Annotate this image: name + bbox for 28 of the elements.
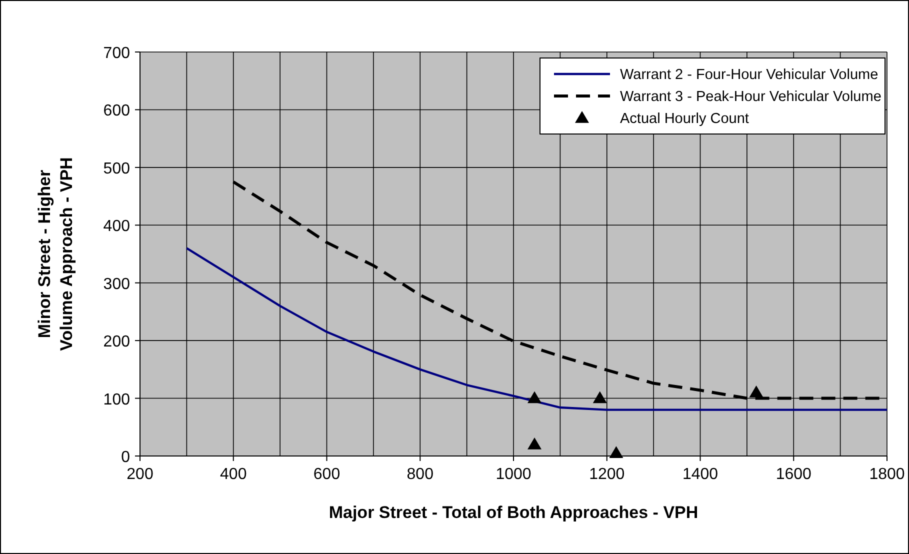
- x-tick-label: 400: [220, 466, 247, 483]
- y-tick-label: 200: [103, 334, 130, 351]
- y-tick-label: 100: [103, 391, 130, 408]
- x-axis-title: Major Street - Total of Both Approaches - VPH: [328, 503, 698, 522]
- point: [609, 446, 624, 458]
- x-tick-label: 1400: [682, 466, 718, 483]
- y-tick-label: 500: [103, 160, 130, 178]
- legend-label: Warrant 3 - Peak-Hour Vehicular Volume: [620, 89, 882, 105]
- point: [749, 386, 764, 398]
- y-tick-label: 400: [103, 218, 130, 236]
- legend-label: Warrant 2 - Four-Hour Vehicular Volume: [620, 67, 878, 83]
- y-tick-label: 600: [103, 102, 130, 120]
- x-tick-label: 800: [406, 466, 434, 483]
- x-tick-label: 600: [313, 466, 340, 483]
- y-tick-label: 300: [103, 276, 130, 293]
- line-series: [186, 247, 888, 411]
- legend-label: Actual Hourly Count: [620, 111, 749, 127]
- y-tick-label: 700: [103, 45, 130, 62]
- point: [528, 391, 542, 404]
- point: [592, 391, 607, 404]
- x-tick-label: 1000: [496, 466, 532, 483]
- x-tick-label: 1600: [776, 466, 812, 483]
- x-tick-label: 1200: [589, 466, 625, 483]
- point: [528, 437, 542, 450]
- y-axis-title: Minor Street - Higher Volume Approach - VPH: [35, 157, 76, 351]
- y-tick-label: 0: [121, 449, 130, 466]
- x-tick-label: 200: [126, 466, 154, 483]
- x-tick-label: 1800: [869, 466, 905, 483]
